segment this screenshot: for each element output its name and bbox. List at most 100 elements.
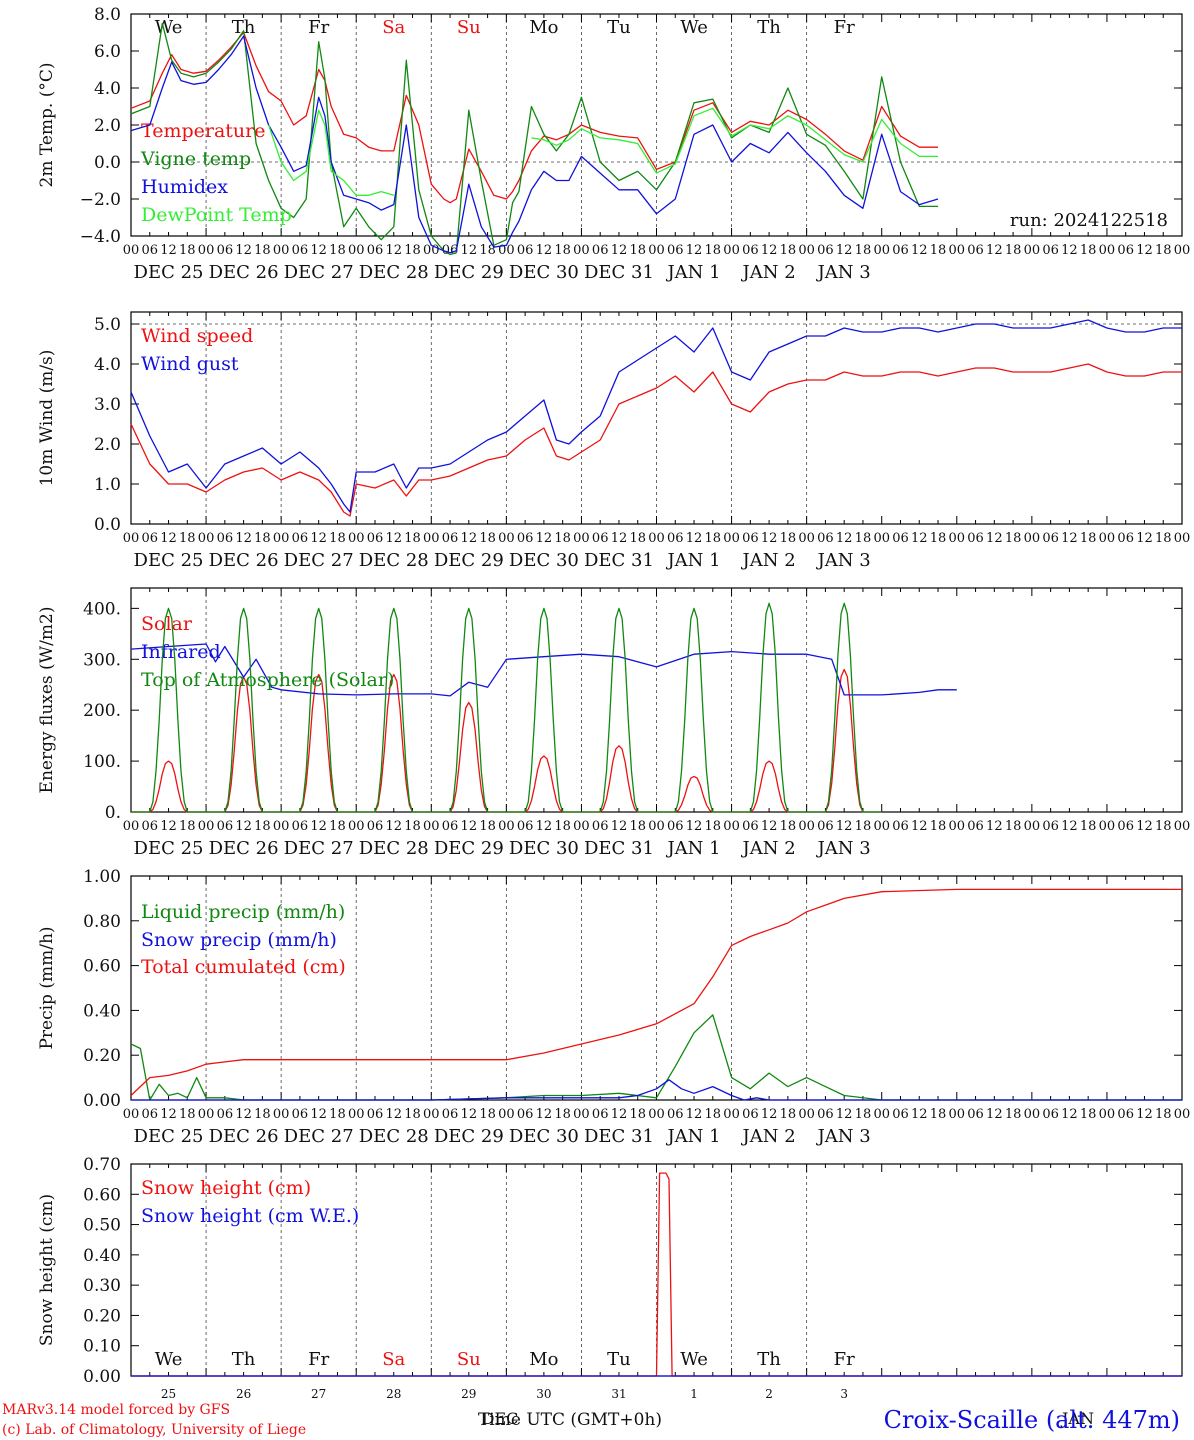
y-tick-label: 0.10 — [83, 1337, 121, 1357]
hour-tick-label: 00 — [723, 243, 740, 258]
plot-frame — [130, 587, 1183, 813]
hour-tick-label: 06 — [367, 819, 384, 834]
date-label: DEC 30 — [509, 838, 579, 859]
date-label: JAN 1 — [665, 550, 720, 571]
hour-tick-label: 06 — [442, 819, 459, 834]
hour-tick-label: 12 — [310, 243, 327, 258]
hour-tick-label: 00 — [1174, 819, 1191, 834]
date-label: DEC 30 — [509, 262, 579, 283]
hour-tick-label: 00 — [198, 531, 215, 546]
hour-tick-label: 00 — [123, 1107, 140, 1122]
hour-tick-label: 06 — [817, 1107, 834, 1122]
hour-tick-label: 06 — [217, 531, 234, 546]
weekday-label: Tu — [607, 1349, 631, 1370]
date-label: JAN 3 — [816, 550, 871, 571]
hour-tick-label: 18 — [629, 1107, 646, 1122]
hour-tick-label: 00 — [1099, 819, 1116, 834]
hour-tick-label: 12 — [761, 243, 778, 258]
run-annotation: run: 2024122518 — [1010, 210, 1168, 231]
y-tick-label: 3.0 — [94, 395, 121, 415]
hour-tick-label: 12 — [385, 819, 402, 834]
hour-tick-label: 06 — [592, 819, 609, 834]
hour-tick-label: 18 — [404, 819, 421, 834]
hour-tick-label: 12 — [836, 531, 853, 546]
hour-tick-label: 06 — [217, 1107, 234, 1122]
hour-tick-label: 06 — [517, 531, 534, 546]
hour-tick-label: 06 — [1117, 1107, 1134, 1122]
date-label: DEC 25 — [134, 550, 204, 571]
hour-tick-label: 06 — [367, 531, 384, 546]
hour-tick-label: 00 — [648, 243, 665, 258]
hour-tick-label: 06 — [967, 819, 984, 834]
hour-tick-label: 12 — [686, 243, 703, 258]
y-tick-label: 0.00 — [83, 1091, 121, 1111]
legend-entry: DewPoint Temp — [141, 204, 292, 226]
hour-tick-label: 18 — [1155, 531, 1172, 546]
hour-tick-label: 12 — [536, 819, 553, 834]
hour-tick-label: 00 — [648, 531, 665, 546]
hour-tick-label: 06 — [517, 819, 534, 834]
hour-tick-label: 06 — [367, 243, 384, 258]
hour-tick-label: 00 — [949, 819, 966, 834]
date-label: DEC 25 — [134, 262, 204, 283]
hour-tick-label: 00 — [423, 1107, 440, 1122]
hour-tick-label: 18 — [179, 531, 196, 546]
hour-tick-label: 00 — [949, 1107, 966, 1122]
date-label: DEC 31 — [584, 838, 654, 859]
hour-tick-label: 06 — [742, 819, 759, 834]
hour-tick-label: 06 — [892, 819, 909, 834]
hour-tick-label: 12 — [385, 531, 402, 546]
date-label: DEC 29 — [434, 550, 504, 571]
y-tick-label: −2.0 — [80, 190, 121, 210]
day-number-label: 26 — [236, 1387, 251, 1401]
weekday-label: Sa — [382, 17, 405, 38]
weekday-label: Tu — [607, 17, 631, 38]
hour-tick-label: 06 — [292, 531, 309, 546]
hour-tick-label: 00 — [1174, 531, 1191, 546]
hour-tick-label: 12 — [1136, 819, 1153, 834]
hour-tick-label: 12 — [686, 1107, 703, 1122]
hour-tick-label: 00 — [949, 243, 966, 258]
hour-tick-label: 18 — [1080, 531, 1097, 546]
hour-tick-label: 00 — [123, 243, 140, 258]
hour-tick-label: 18 — [554, 1107, 571, 1122]
hour-tick-label: 06 — [817, 819, 834, 834]
hour-tick-label: 18 — [705, 819, 722, 834]
date-label: DEC 28 — [359, 550, 429, 571]
hour-tick-label: 00 — [198, 819, 215, 834]
series-line-infrared — [130, 643, 957, 697]
hour-tick-label: 06 — [667, 243, 684, 258]
date-label: DEC 27 — [284, 550, 354, 571]
date-label: DEC 27 — [284, 1126, 354, 1147]
hour-tick-label: 06 — [667, 1107, 684, 1122]
y-tick-label: 300. — [83, 650, 121, 670]
y-tick-label: 0.50 — [83, 1216, 121, 1236]
hour-tick-label: 18 — [705, 1107, 722, 1122]
weekday-label: Mo — [529, 1349, 558, 1370]
hour-tick-label: 18 — [629, 819, 646, 834]
hour-tick-label: 18 — [780, 243, 797, 258]
hour-tick-label: 00 — [723, 531, 740, 546]
series-line-temperature — [130, 31, 938, 204]
hour-tick-label: 12 — [160, 819, 177, 834]
hour-tick-label: 00 — [723, 819, 740, 834]
hour-tick-label: 12 — [1136, 531, 1153, 546]
date-label: DEC 29 — [434, 262, 504, 283]
weekday-label: Th — [232, 1349, 256, 1370]
hour-tick-label: 18 — [629, 243, 646, 258]
date-label: DEC 26 — [209, 262, 279, 283]
date-label: DEC 27 — [284, 838, 354, 859]
y-tick-label: 8.0 — [94, 5, 121, 25]
hour-tick-label: 06 — [1117, 531, 1134, 546]
hour-tick-label: 00 — [573, 531, 590, 546]
hour-tick-label: 00 — [123, 819, 140, 834]
y-tick-label: 0.00 — [83, 1367, 121, 1387]
hour-tick-label: 00 — [648, 1107, 665, 1122]
hour-tick-label: 00 — [798, 243, 815, 258]
hour-tick-label: 00 — [198, 1107, 215, 1122]
date-label: JAN 2 — [741, 262, 796, 283]
hour-tick-label: 00 — [423, 819, 440, 834]
series-line-top-of-atmosphere-solar — [131, 602, 882, 813]
hour-tick-label: 06 — [667, 531, 684, 546]
hour-tick-label: 00 — [1174, 1107, 1191, 1122]
